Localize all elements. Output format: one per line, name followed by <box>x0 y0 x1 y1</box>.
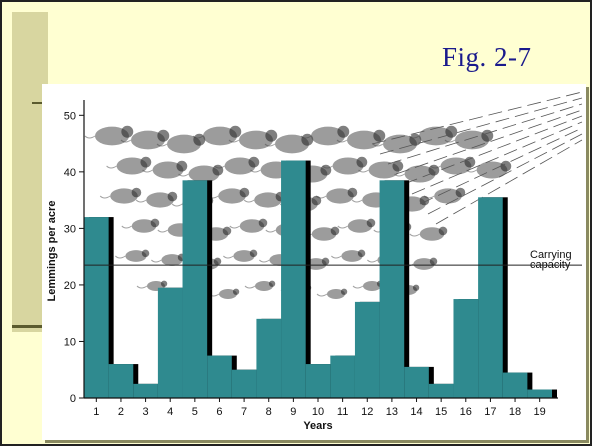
y-tick-label: 10 <box>64 336 76 348</box>
x-tick-label: 15 <box>435 406 447 418</box>
x-tick-label: 5 <box>192 406 198 418</box>
bar <box>207 355 232 398</box>
x-tick-label: 19 <box>534 406 546 418</box>
bar <box>108 364 134 398</box>
lemming-figure <box>423 187 466 204</box>
figure-panel: 0 10 20 30 40 50 1 2 3 4 5 6 7 8 9 10 11 12 13 14 15 16 17 18 19… <box>42 84 586 440</box>
lemming-figure <box>84 125 134 146</box>
lemming-figure <box>99 187 142 204</box>
y-tick-label: 40 <box>64 167 76 179</box>
motion-streak <box>395 109 583 175</box>
carrying-capacity-label: Carrying <box>530 249 572 261</box>
bar <box>281 160 306 398</box>
x-tick-label: 9 <box>290 406 296 418</box>
lemming-figure <box>135 191 178 208</box>
lemming-figure <box>394 164 440 183</box>
lemming-figure <box>331 249 366 262</box>
lemming-figure <box>178 164 224 183</box>
x-tick-label: 13 <box>386 406 398 418</box>
lemming-figure <box>223 249 258 262</box>
bar <box>305 364 331 398</box>
lemming-figure <box>207 187 250 204</box>
bar <box>84 217 109 398</box>
lemming-figure <box>120 129 170 150</box>
bar <box>404 366 429 398</box>
lemming-figure <box>214 156 260 175</box>
bar <box>502 372 528 398</box>
x-tick-label: 4 <box>167 406 173 418</box>
x-tick-label: 18 <box>509 406 521 418</box>
y-tick-label: 50 <box>64 110 76 122</box>
x-tick-label: 11 <box>337 406 348 418</box>
lemming-figure <box>151 253 186 266</box>
lemming-figure <box>208 288 240 299</box>
x-tick-label: 17 <box>484 406 496 418</box>
lemming-figure <box>295 257 330 270</box>
lemming-figure <box>322 156 368 175</box>
motion-streak <box>371 91 583 145</box>
motion-streak <box>427 133 583 215</box>
motion-streak <box>419 127 583 205</box>
lemming-figure <box>121 218 160 233</box>
bar <box>453 299 479 398</box>
lemming-figure <box>115 249 150 262</box>
lemming-figure <box>264 133 314 154</box>
bar <box>182 180 208 398</box>
bar <box>330 355 355 398</box>
x-tick-label: 7 <box>241 406 247 418</box>
bar <box>133 383 158 398</box>
y-tick-label: 20 <box>64 280 76 292</box>
x-tick-label: 16 <box>460 406 472 418</box>
bar <box>231 369 257 398</box>
bar <box>527 389 552 398</box>
lemming-figure <box>352 280 384 291</box>
lemming-figure <box>336 129 386 150</box>
y-tick-label: 30 <box>64 223 76 235</box>
x-tick-label: 3 <box>143 406 149 418</box>
lemming-figure <box>228 129 278 150</box>
lemming-figure <box>316 288 348 299</box>
motion-streak <box>435 139 583 225</box>
carrying-capacity-label: capacity <box>530 259 571 271</box>
lemming-figure <box>300 125 350 146</box>
x-tick-label: 6 <box>216 406 222 418</box>
bar <box>354 301 380 398</box>
x-tick-label: 8 <box>266 406 272 418</box>
bar <box>256 318 282 398</box>
y-axis-title: Lemmings per acre <box>46 201 58 302</box>
motion-streak <box>411 121 583 195</box>
motion-streak <box>387 103 583 165</box>
x-tick-label: 2 <box>118 406 124 418</box>
lemming-figure <box>358 160 404 179</box>
motion-streak <box>379 97 583 155</box>
bar <box>379 180 405 398</box>
y-tick-label: 0 <box>70 393 76 405</box>
lemming-figure <box>337 218 376 233</box>
x-tick-label: 10 <box>312 406 324 418</box>
lemming-figure <box>409 226 448 241</box>
lemming-figure <box>192 125 242 146</box>
lemming-figure <box>106 156 152 175</box>
x-tick-label: 12 <box>361 406 373 418</box>
lemming-figure <box>142 160 188 179</box>
lemming-figure <box>430 156 476 175</box>
x-axis-title: Years <box>303 420 332 432</box>
motion-streak <box>403 115 583 185</box>
bars-group <box>84 160 557 398</box>
x-tick-label: 1 <box>93 406 99 418</box>
axes-group <box>79 100 582 402</box>
slide-title: Fig. 2-7 <box>442 42 532 72</box>
bar <box>478 197 503 398</box>
lemming-figure <box>244 280 276 291</box>
lemming-figure <box>243 191 286 208</box>
lemming-figure <box>315 187 358 204</box>
bar <box>157 287 183 398</box>
x-tick-label: 14 <box>410 406 422 418</box>
lemming-figure <box>229 218 268 233</box>
bar <box>428 383 454 398</box>
